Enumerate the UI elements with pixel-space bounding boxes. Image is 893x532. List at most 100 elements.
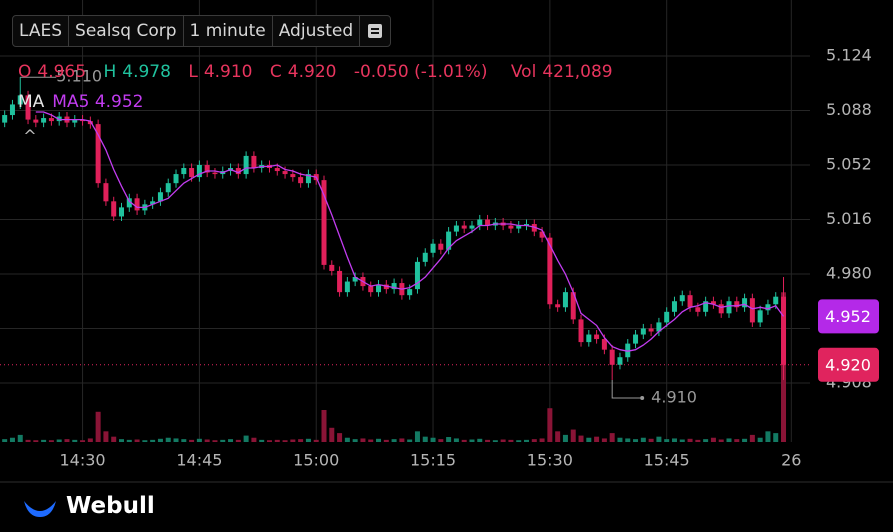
candle-body [305,174,311,184]
candle-body [235,168,241,175]
volume-bar [142,440,148,442]
volume-bar [453,438,459,442]
volume-bar [48,440,54,442]
collapse-icon[interactable]: ^ [23,127,36,146]
volume-bar [446,437,452,442]
candle-body [679,295,685,302]
candle-body [687,295,693,308]
low-marker-line [611,379,643,399]
candle-body [290,174,296,178]
low-value: 4.910 [203,62,253,82]
adjust[interactable]: Adjusted [273,16,361,46]
candle-body [119,207,124,217]
volume-bar [204,439,210,442]
volume-bar [586,437,592,442]
volume-bar [485,439,491,442]
candle-body [383,284,389,290]
volume-bar [9,437,15,442]
candle-body [633,334,639,344]
volume-bar [305,438,311,442]
volume-bar [251,437,257,442]
candle-body [329,264,335,271]
volume-bar [344,437,350,442]
volume-bar [625,438,631,442]
volume-bar [134,439,140,442]
open-label: O [18,62,32,82]
quote-row: O 4.965 H 4.978 L 4.910 C 4.920 -0.050 (-1.0… [18,62,619,82]
low-label: L [188,62,198,82]
volume-bar [2,439,8,442]
candle-body [33,119,39,123]
volume-bar [383,439,389,442]
candle-body [656,322,662,332]
volume-bar [282,440,288,442]
y-tick-label: 5.088 [826,100,872,119]
candle-body [531,224,537,232]
volume-bar [150,439,156,442]
volume-bar [228,439,234,442]
x-tick-label: 14:30 [60,451,106,470]
volume-bar [399,438,405,442]
ma-label[interactable]: MA [18,92,45,112]
candle-body [25,95,31,120]
company-name[interactable]: Sealsq Corp [69,16,184,46]
candle-body [126,198,132,208]
x-tick-label: 26 [781,451,801,470]
volume-bar [765,431,771,442]
candle-body [555,304,561,308]
x-tick-label: 15:00 [293,451,339,470]
price-badge [818,347,879,382]
volume-bar [617,437,623,442]
volume-bar [695,439,701,442]
volume-bar [633,439,639,442]
volume-bar [352,439,358,442]
candle-body [9,104,15,116]
volume-bar [41,439,47,442]
candle-body [578,319,584,343]
candle-body [165,183,171,193]
candle-body [430,243,436,253]
volume-bar [648,438,654,442]
volume-bar [469,439,475,442]
volume-bar [671,438,677,442]
candle-body [773,296,779,305]
volume-bar [562,434,568,442]
candle-body [671,301,677,312]
menu-icon[interactable] [368,24,383,38]
volume-bar [718,439,724,442]
y-tick-label: 5.016 [826,209,872,228]
candle-body [189,168,195,178]
volume-bar [578,435,584,442]
price-badge-label: 4.920 [825,355,871,374]
x-tick-label: 15:15 [410,451,456,470]
volume-bar [259,439,265,442]
candle-body [2,115,8,123]
candle-body [422,252,428,262]
interval[interactable]: 1 minute [184,16,273,46]
low-marker-label: 4.910 [651,387,697,406]
candle-body [251,155,257,169]
candle-body [337,270,343,293]
candle-body [485,219,491,226]
candle-body [407,289,413,296]
volume-bar [640,437,646,442]
candle-body [524,224,529,226]
open-value: 4.965 [37,62,87,82]
low-marker-dot [640,395,645,400]
volume-bar [524,439,529,442]
candle-body [742,298,748,308]
volume-bar [64,439,70,442]
candle-body [594,334,600,340]
symbol[interactable]: LAES [13,16,70,46]
volume-bar [33,440,39,442]
candle-body [414,261,420,290]
candle-body [570,292,576,320]
volume-bar [757,437,763,442]
candle-body [352,277,358,282]
volume-bar [103,431,109,442]
candle-body [695,307,701,312]
close-value: 4.920 [287,62,337,82]
candle-body [391,283,397,290]
candle-body [368,286,374,293]
